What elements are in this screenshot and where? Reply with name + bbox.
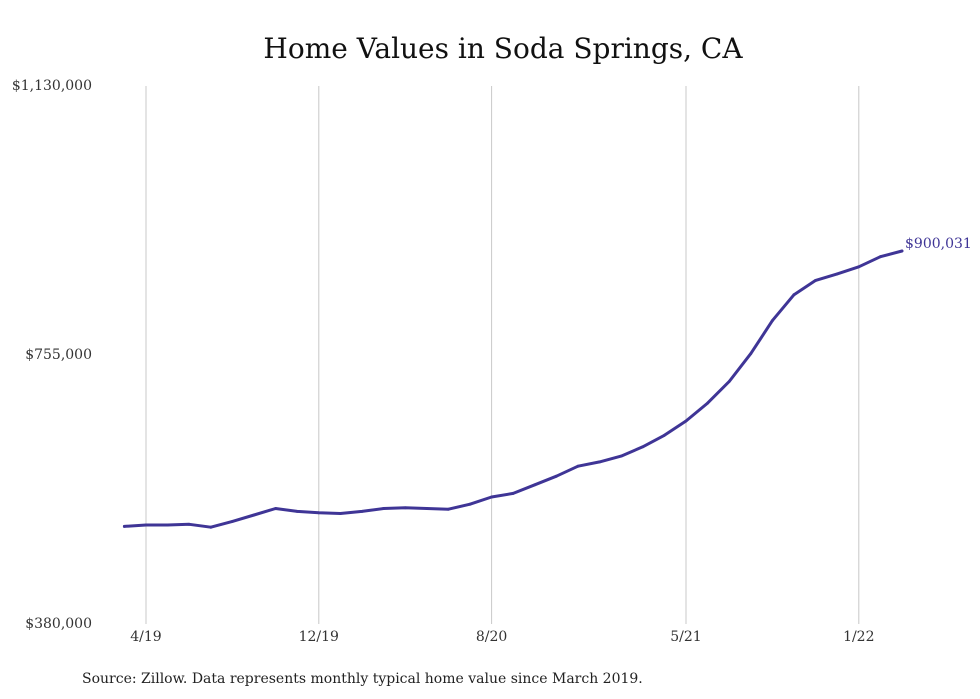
x-tick-label: 1/22 xyxy=(843,629,874,645)
data-point xyxy=(360,510,364,513)
data-point xyxy=(490,495,493,499)
data-point xyxy=(900,249,904,253)
data-point xyxy=(317,511,321,515)
data-point xyxy=(231,520,234,523)
x-tick-label: 12/19 xyxy=(299,629,339,645)
end-value-label: $900,031 xyxy=(905,236,972,252)
data-point xyxy=(425,507,429,510)
y-tick-label: $755,000 xyxy=(25,347,92,363)
x-tick-label: 5/21 xyxy=(670,629,701,645)
x-tick-label: 8/20 xyxy=(476,629,507,645)
data-point xyxy=(144,523,148,527)
data-point xyxy=(123,525,126,528)
data-point xyxy=(187,522,191,526)
data-point xyxy=(576,464,580,468)
data-point xyxy=(727,380,731,383)
data-point xyxy=(684,419,688,423)
x-axis-ticks: 4/19 12/19 8/20 5/21 1/22 xyxy=(130,629,874,645)
data-point xyxy=(555,474,558,478)
data-point xyxy=(814,279,817,282)
data-point xyxy=(295,510,299,513)
data-point xyxy=(252,513,256,517)
data-point xyxy=(166,523,170,527)
data-point xyxy=(209,525,213,529)
data-point xyxy=(706,401,709,405)
data-point xyxy=(511,492,515,495)
series-line xyxy=(122,249,904,529)
data-point xyxy=(792,293,796,297)
x-tick-label: 4/19 xyxy=(130,629,161,645)
data-point xyxy=(274,507,277,510)
chart-title: Home Values in Soda Springs, CA xyxy=(263,32,743,65)
data-point xyxy=(598,460,601,464)
y-tick-label: $1,130,000 xyxy=(12,78,92,94)
data-point xyxy=(533,483,537,487)
data-point xyxy=(749,352,753,355)
series-layer: $900,031 xyxy=(122,236,972,529)
data-point xyxy=(403,506,407,510)
grid-lines xyxy=(145,86,860,624)
y-axis-ticks: $1,130,000 $755,000 $380,000 xyxy=(12,78,92,632)
data-point xyxy=(879,255,882,259)
data-point xyxy=(835,272,839,276)
data-point xyxy=(447,507,450,511)
y-tick-label: $380,000 xyxy=(25,616,92,632)
data-point xyxy=(382,507,385,510)
data-point xyxy=(857,265,861,269)
data-point xyxy=(468,502,472,506)
source-note: Source: Zillow. Data represents monthly … xyxy=(82,671,643,687)
data-point xyxy=(663,433,666,437)
data-point xyxy=(771,319,774,322)
data-point xyxy=(641,445,645,449)
data-point xyxy=(619,454,623,458)
data-point xyxy=(339,512,342,515)
